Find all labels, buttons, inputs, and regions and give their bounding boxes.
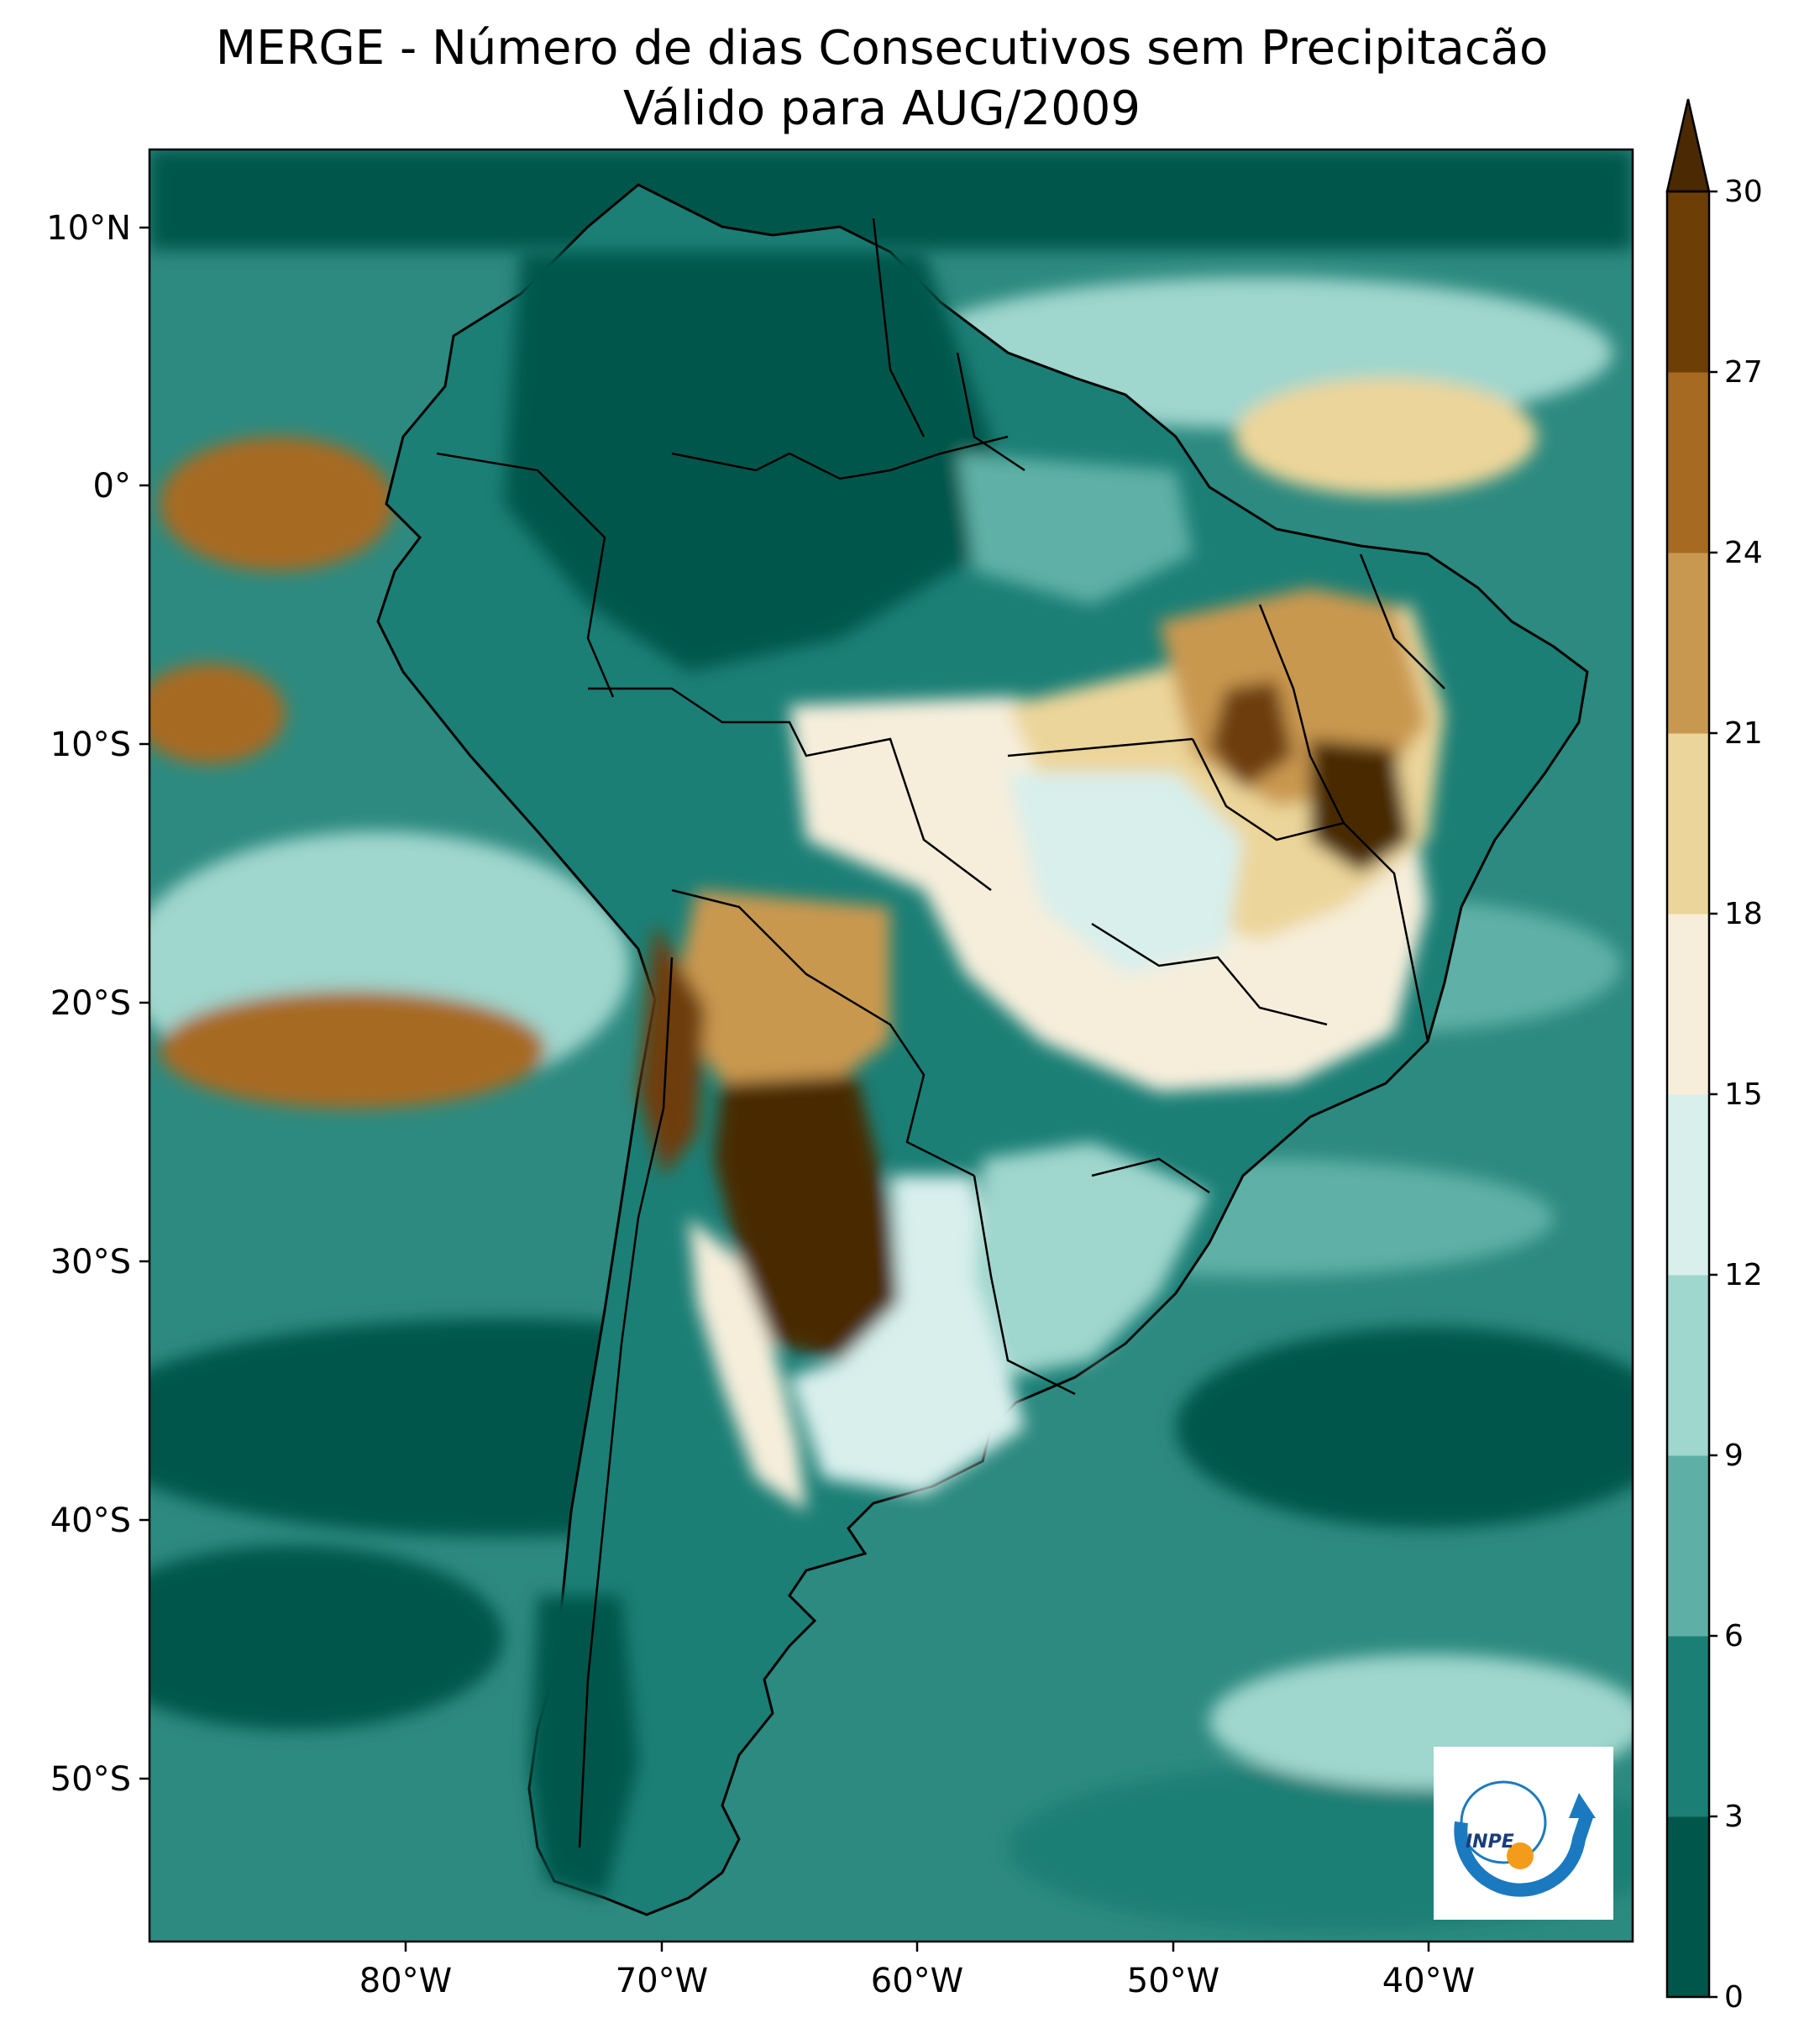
land-field-zone xyxy=(638,924,705,1176)
lon-label: 70°W xyxy=(616,1962,708,2000)
border-line xyxy=(973,1175,1076,1396)
field-band xyxy=(160,437,395,571)
colorbar-segment xyxy=(1667,1636,1709,1817)
lat-label: 30°S xyxy=(50,1243,131,1281)
lon-label: 80°W xyxy=(359,1962,452,2000)
land-field-zone xyxy=(1008,773,1243,974)
border-line xyxy=(671,888,975,1177)
border-line xyxy=(1007,737,1193,757)
field-band xyxy=(149,1545,504,1730)
colorbar-segment xyxy=(1667,914,1709,1095)
lon-label: 60°W xyxy=(871,1962,963,2000)
colorbar-label: 30 xyxy=(1724,175,1763,209)
colorbar-segment xyxy=(1667,553,1709,734)
colorbar-segment xyxy=(1667,191,1709,373)
map-subtitle: Válido para AUG/2009 xyxy=(622,81,1141,136)
logo-arrow-icon xyxy=(1569,1793,1596,1818)
logo-sun-icon xyxy=(1507,1842,1534,1869)
colorbar-segment xyxy=(1667,372,1709,553)
colorbar-label: 3 xyxy=(1724,1800,1744,1834)
map-frame xyxy=(148,148,1634,1943)
map-area xyxy=(149,149,1633,1942)
border-line xyxy=(436,452,615,698)
border-line xyxy=(1359,553,1445,689)
land-field-zone xyxy=(672,890,890,1092)
lat-label: 10°S xyxy=(50,726,131,764)
colorbar-segment xyxy=(1667,1816,1709,1998)
colorbar-segment xyxy=(1667,1275,1709,1456)
colorbar-label: 24 xyxy=(1724,536,1763,570)
border-line xyxy=(588,687,992,891)
field-band xyxy=(149,149,1633,250)
colorbar: 0 3 6 9 12 15 18 21 24 27 30 xyxy=(1665,98,1763,2015)
border-line xyxy=(872,218,926,438)
colorbar-label: 12 xyxy=(1724,1258,1763,1292)
colorbar-segment xyxy=(1667,733,1709,915)
border-line xyxy=(1091,922,1328,1026)
field-band xyxy=(160,991,546,1108)
inpe-logo: INPE xyxy=(1434,1747,1613,1920)
field-band xyxy=(149,663,286,764)
lon-ticks: 80°W 70°W 60°W 50°W 40°W xyxy=(359,1942,1475,2000)
border-line xyxy=(671,435,1009,480)
land-field-zone xyxy=(957,453,1193,605)
lat-label: 20°S xyxy=(50,984,131,1023)
field-band xyxy=(1176,1327,1633,1528)
colorbar-segment xyxy=(1667,1455,1709,1637)
land-field-zone xyxy=(789,1176,1025,1495)
border-line xyxy=(1258,604,1345,824)
colorbar-label: 21 xyxy=(1724,716,1763,751)
lat-label: 40°S xyxy=(50,1502,131,1540)
colorbar-label: 27 xyxy=(1724,355,1763,390)
land-field-zone xyxy=(504,252,1008,672)
logo-orbit xyxy=(1460,1780,1547,1864)
colorbar-label: 15 xyxy=(1724,1077,1763,1112)
land-field-zone xyxy=(1209,680,1293,789)
lon-label: 50°W xyxy=(1127,1962,1219,2000)
border-line xyxy=(578,956,674,1848)
land-field-zone xyxy=(689,1218,806,1512)
border-line xyxy=(1091,1157,1210,1194)
field-band xyxy=(1235,378,1537,495)
lon-label: 40°W xyxy=(1382,1962,1475,2000)
border-line xyxy=(956,352,1025,472)
lat-label: 10°N xyxy=(46,209,131,248)
colorbar-label: 6 xyxy=(1724,1619,1744,1654)
lat-label: 50°S xyxy=(50,1760,131,1799)
land-field-zone xyxy=(1310,739,1411,873)
lat-label: 0° xyxy=(93,467,131,506)
colorbar-label: 9 xyxy=(1724,1439,1744,1473)
land-field-zone xyxy=(714,1075,899,1360)
colorbar-label: 18 xyxy=(1724,897,1763,931)
country-borders xyxy=(436,218,1445,1848)
land-field xyxy=(504,252,1445,1898)
lat-ticks: 10°N 0° 10°S 20°S 30°S 40°S 50°S xyxy=(46,209,149,1799)
logo-swoosh xyxy=(1454,1811,1594,1897)
colorbar-segment xyxy=(1667,1094,1709,1276)
land-field-zone xyxy=(974,1142,1209,1377)
colorbar-extend-arrow xyxy=(1665,98,1711,193)
colorbar-label: 0 xyxy=(1724,1980,1744,2015)
logo-text: INPE xyxy=(1466,1832,1514,1853)
map-title: MERGE - Número de dias Consecutivos sem … xyxy=(215,21,1549,76)
